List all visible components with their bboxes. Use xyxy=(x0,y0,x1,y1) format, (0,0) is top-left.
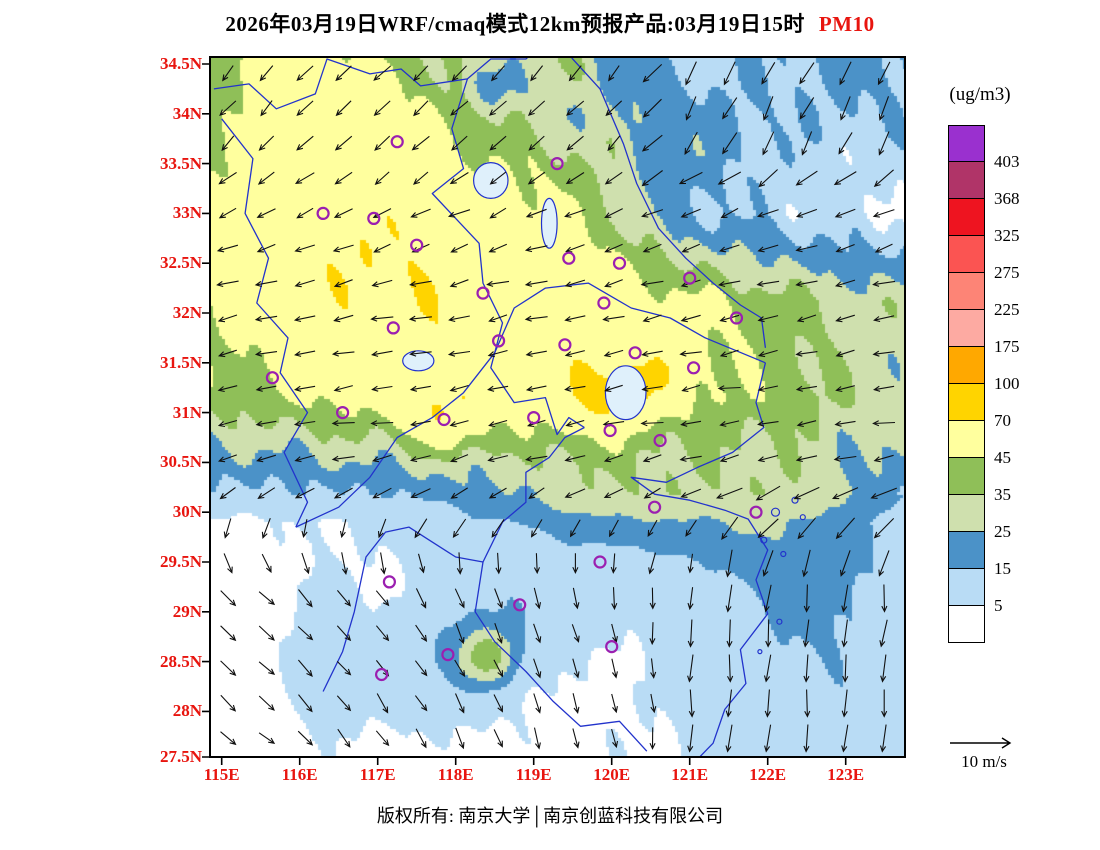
lon-tick-label: 122E xyxy=(749,765,787,784)
colorbar-cell xyxy=(948,236,985,273)
lon-tick-label: 123E xyxy=(827,765,865,784)
colorbar-level-label: 100 xyxy=(994,374,1020,393)
lat-tick-label: 30N xyxy=(172,502,202,522)
colorbar-level-label: 175 xyxy=(994,337,1020,356)
lon-tick-label: 121E xyxy=(671,765,709,784)
lat-tick-label: 28N xyxy=(172,701,202,721)
lon-tick-label: 118E xyxy=(437,765,474,784)
lat-tick-label: 34.5N xyxy=(159,53,202,73)
colorbar-level-label: 403 xyxy=(994,152,1020,171)
chart-title-text: 2026年03月19日WRF/cmaq模式12km预报产品:03月19日15时 xyxy=(225,12,805,36)
copyright-footer: 版权所有: 南京大学│南京创蓝科技有限公司 xyxy=(376,806,724,826)
map-plot xyxy=(202,56,906,765)
colorbar-level-label: 225 xyxy=(994,300,1020,319)
chart-title: 2026年03月19日WRF/cmaq模式12km预报产品:03月19日15时 P… xyxy=(30,8,1070,38)
lat-tick-label: 33N xyxy=(172,203,202,223)
colorbar-cell xyxy=(948,162,985,199)
colorbar-cell xyxy=(948,458,985,495)
lat-tick-label: 32N xyxy=(172,302,202,322)
colorbar-cell xyxy=(948,310,985,347)
colorbar-cell xyxy=(948,273,985,310)
colorbar-level-label: 15 xyxy=(994,559,1011,578)
colorbar-level-label: 325 xyxy=(994,226,1020,245)
pollutant-label: PM10 xyxy=(818,12,875,36)
colorbar xyxy=(948,125,985,643)
colorbar-cell xyxy=(948,384,985,421)
colorbar-cell xyxy=(948,495,985,532)
wind-scale-label: 10 m/s xyxy=(961,752,1007,771)
colorbar-level-label: 25 xyxy=(994,522,1011,541)
pm10-field-canvas xyxy=(210,57,905,757)
colorbar-level-label: 368 xyxy=(994,189,1020,208)
colorbar-level-label: 45 xyxy=(994,448,1011,467)
lat-tick-label: 30.5N xyxy=(159,452,202,472)
lon-tick-label: 119E xyxy=(515,765,552,784)
lat-tick-label: 34N xyxy=(172,103,202,123)
lon-tick-label: 115E xyxy=(203,765,240,784)
colorbar-cell xyxy=(948,347,985,384)
lat-tick-label: 27.5N xyxy=(159,747,202,766)
lat-tick-label: 31N xyxy=(172,402,202,422)
colorbar-level-label: 35 xyxy=(994,485,1011,504)
colorbar-level-label: 5 xyxy=(994,596,1003,615)
wind-scale-arrow xyxy=(950,737,1012,749)
lat-tick-label: 29N xyxy=(172,601,202,621)
lat-tick-label: 32.5N xyxy=(159,253,202,273)
lat-tick-label: 33.5N xyxy=(159,153,202,173)
colorbar-cell xyxy=(948,421,985,458)
legend-unit-label: (ug/m3) xyxy=(949,84,1011,105)
colorbar-level-label: 70 xyxy=(994,411,1011,430)
colorbar-cell xyxy=(948,199,985,236)
colorbar-cell xyxy=(948,606,985,643)
colorbar-cell xyxy=(948,532,985,569)
colorbar-cell xyxy=(948,569,985,606)
lon-tick-label: 117E xyxy=(359,765,396,784)
lon-tick-label: 120E xyxy=(593,765,631,784)
lat-tick-label: 29.5N xyxy=(159,551,202,571)
lat-tick-label: 31.5N xyxy=(159,352,202,372)
colorbar-level-label: 275 xyxy=(994,263,1020,282)
lat-tick-label: 28.5N xyxy=(159,651,202,671)
lon-tick-label: 116E xyxy=(281,765,318,784)
colorbar-cell xyxy=(948,125,985,162)
